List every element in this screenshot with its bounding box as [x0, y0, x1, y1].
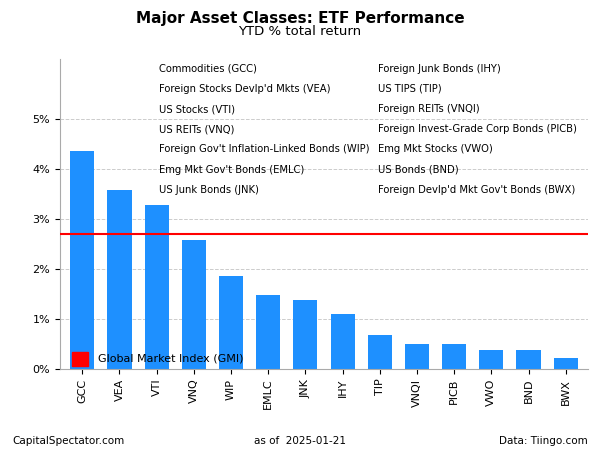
Bar [331, 314, 355, 369]
Bar [368, 335, 392, 369]
Bar [554, 358, 578, 369]
Bar [442, 344, 466, 369]
Bar [405, 344, 429, 369]
Bar [107, 190, 131, 369]
Text: CapitalSpectator.com: CapitalSpectator.com [12, 436, 124, 446]
Text: as of  2025-01-21: as of 2025-01-21 [254, 436, 346, 446]
Text: Major Asset Classes: ETF Performance: Major Asset Classes: ETF Performance [136, 11, 464, 26]
Text: YTD % total return: YTD % total return [238, 25, 362, 38]
Bar [70, 151, 94, 369]
Bar [256, 295, 280, 369]
Bar [479, 350, 503, 369]
Text: Data: Tiingo.com: Data: Tiingo.com [499, 436, 588, 446]
Bar [293, 300, 317, 369]
Bar [517, 351, 541, 369]
Bar [182, 240, 206, 369]
Bar [145, 205, 169, 369]
Bar [219, 276, 243, 369]
